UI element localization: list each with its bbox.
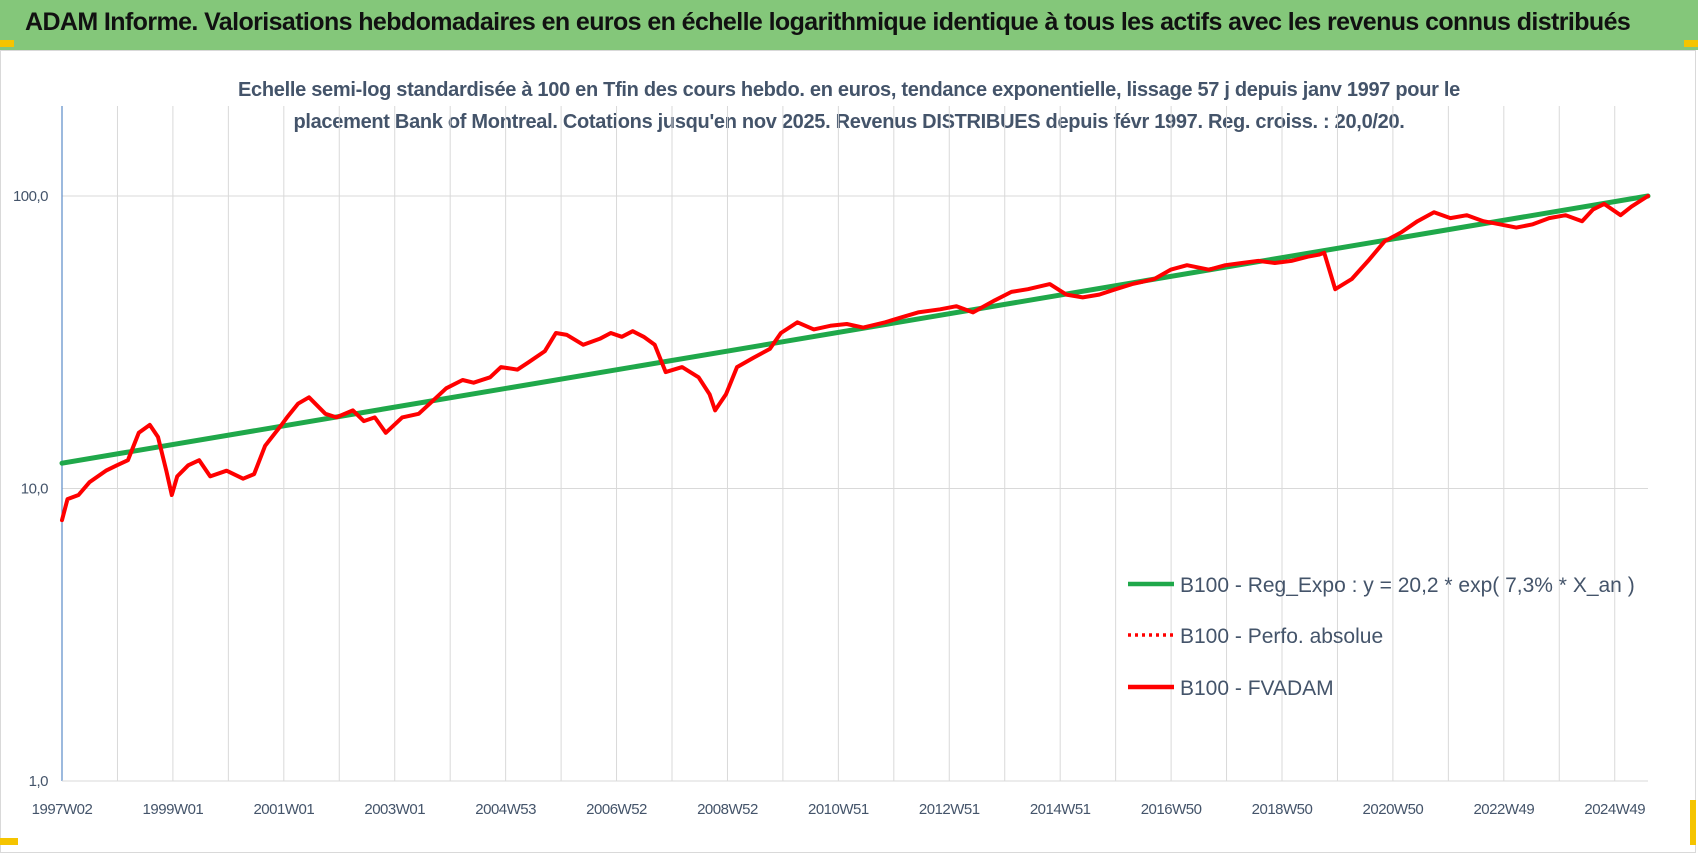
x-tick-label: 2008W52 xyxy=(697,801,758,818)
chart-frame xyxy=(0,50,1696,853)
x-tick-label: 1999W01 xyxy=(143,801,204,818)
x-tick-label: 2012W51 xyxy=(919,801,980,818)
x-tick-label: 1997W02 xyxy=(32,801,93,818)
legend-label: B100 - Perfo. absolue xyxy=(1180,625,1383,648)
y-tick-label: 100,0 xyxy=(13,188,48,205)
corner-marker-top-left xyxy=(0,40,14,47)
fvadam-line xyxy=(60,194,1650,523)
x-tick-label: 2016W50 xyxy=(1141,801,1202,818)
legend-label: B100 - FVADAM xyxy=(1180,677,1334,700)
axis-layer: 1,0 10,0 100,0 1997W02 1999W01 2001W01 2003W01… xyxy=(13,106,1648,818)
legend: B100 - Reg_Expo : y = 20,2 * exp( 7,3% *… xyxy=(1128,574,1635,700)
series-layer xyxy=(59,193,1651,523)
x-tick-label: 2003W01 xyxy=(364,801,425,818)
corner-marker-bottom-right xyxy=(1690,800,1696,845)
corner-marker-top-right xyxy=(1684,40,1698,47)
grid-layer xyxy=(61,106,1648,782)
x-tick-label: 2014W51 xyxy=(1030,801,1091,818)
page-title: ADAM Informe. Valorisations hebdomadaire… xyxy=(25,8,1631,36)
chart-subtitle-line-2: placement Bank of Montreal. Cotations ju… xyxy=(293,111,1405,133)
x-tick-label: 2006W52 xyxy=(586,801,647,818)
x-tick-label: 2020W50 xyxy=(1363,801,1424,818)
y-tick-label: 10,0 xyxy=(21,481,48,498)
chart-subtitle-line-1: Echelle semi-log standardisée à 100 en T… xyxy=(238,79,1460,101)
regression-line xyxy=(59,193,1651,466)
chart-subtitle: Echelle semi-log standardisée à 100 en T… xyxy=(0,74,1698,138)
x-tick-label: 2010W51 xyxy=(808,801,869,818)
x-tick-label: 2024W49 xyxy=(1584,801,1645,818)
header-bar xyxy=(0,0,1698,50)
x-tick-label: 2004W53 xyxy=(475,801,536,818)
corner-marker-bottom-left xyxy=(0,838,18,845)
x-tick-label: 2001W01 xyxy=(253,801,314,818)
y-tick-label: 1,0 xyxy=(29,773,49,790)
x-tick-label: 2018W50 xyxy=(1252,801,1313,818)
x-tick-label: 2022W49 xyxy=(1473,801,1534,818)
legend-label: B100 - Reg_Expo : y = 20,2 * exp( 7,3% *… xyxy=(1180,574,1635,597)
